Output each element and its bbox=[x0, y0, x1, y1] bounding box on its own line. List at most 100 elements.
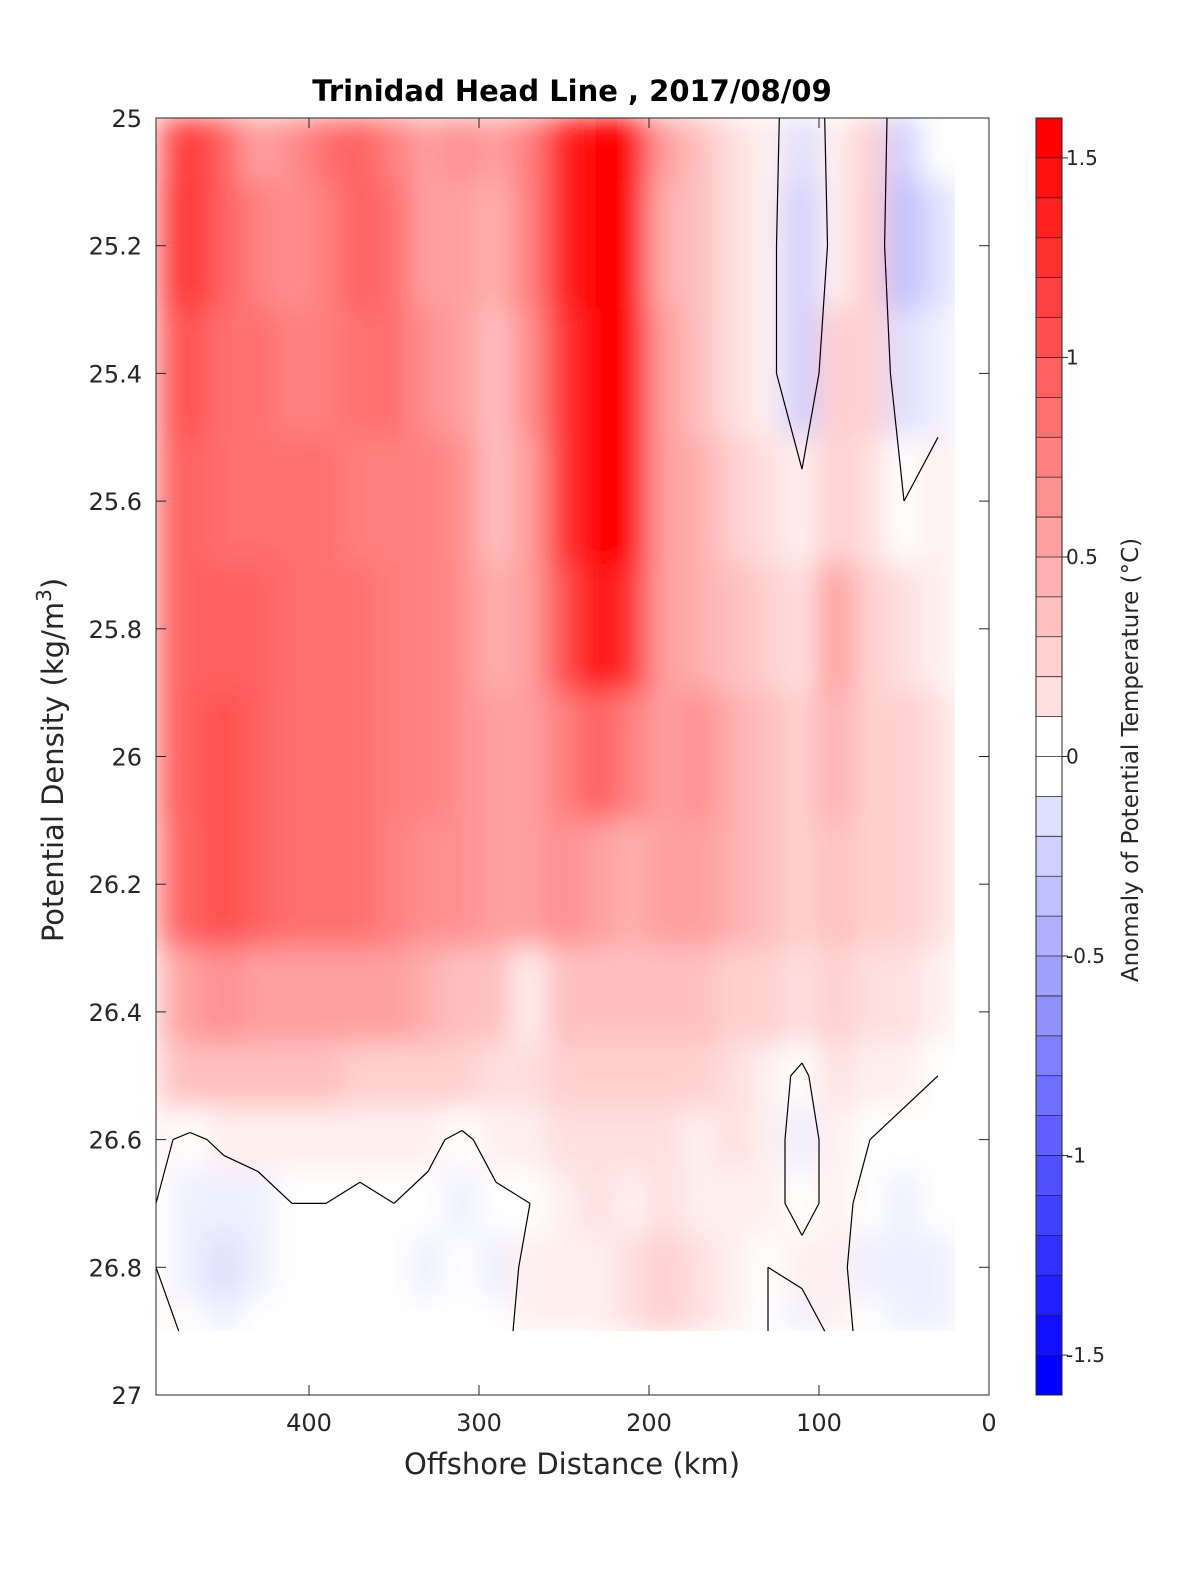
heat-cell bbox=[342, 819, 378, 950]
heat-cell bbox=[546, 819, 582, 950]
colorbar-segment bbox=[1036, 118, 1062, 159]
heat-cell bbox=[920, 308, 956, 439]
heat-cell bbox=[206, 1234, 242, 1301]
heat-cell bbox=[648, 1234, 684, 1301]
heat-cell bbox=[614, 819, 650, 950]
heat-cell bbox=[308, 563, 344, 694]
heat-cell bbox=[512, 1042, 548, 1109]
heat-cell bbox=[444, 691, 480, 822]
heat-cell bbox=[308, 819, 344, 950]
heat-cell bbox=[308, 947, 344, 1045]
heat-cell bbox=[852, 118, 888, 183]
heat-cell bbox=[410, 563, 446, 694]
heat-cell bbox=[818, 819, 854, 950]
heat-cell bbox=[818, 436, 854, 566]
heat-cell bbox=[580, 118, 616, 183]
heat-cell bbox=[818, 691, 854, 822]
colorbar-segment bbox=[1036, 1315, 1062, 1356]
heat-cell bbox=[648, 563, 684, 694]
heat-cell bbox=[546, 691, 582, 822]
heat-cell bbox=[240, 1234, 276, 1301]
colorbar-segment bbox=[1036, 676, 1062, 718]
heat-cell bbox=[784, 1042, 820, 1109]
heat-cell bbox=[342, 563, 378, 694]
heat-cell bbox=[614, 947, 650, 1045]
colorbar-tick-label: 0.5 bbox=[1066, 545, 1098, 569]
heat-cell bbox=[240, 1042, 276, 1109]
y-tick-label: 25.2 bbox=[89, 233, 142, 261]
heat-cell bbox=[614, 691, 650, 822]
no-data-region bbox=[156, 1331, 989, 1395]
heat-cell bbox=[206, 118, 242, 183]
colorbar-segment bbox=[1036, 876, 1062, 917]
y-tick-label: 26.8 bbox=[89, 1254, 142, 1282]
heat-cell bbox=[376, 1170, 412, 1237]
heat-cell bbox=[750, 947, 786, 1045]
heat-cell bbox=[648, 1298, 684, 1333]
heat-cell bbox=[376, 691, 412, 822]
heat-cell bbox=[852, 563, 888, 694]
heat-cell bbox=[750, 819, 786, 950]
heat-cell bbox=[206, 1042, 242, 1109]
colorbar-tick-label: 1 bbox=[1066, 345, 1079, 369]
heat-cell bbox=[920, 436, 956, 566]
heat-cell bbox=[206, 1106, 242, 1173]
heat-cell bbox=[240, 691, 276, 822]
heat-cell bbox=[614, 563, 650, 694]
heat-cell bbox=[172, 1106, 208, 1173]
heat-cell bbox=[886, 1106, 922, 1173]
heat-cell bbox=[376, 563, 412, 694]
heat-cell bbox=[410, 1298, 446, 1333]
heat-cell bbox=[308, 118, 344, 183]
heat-cell bbox=[274, 1234, 310, 1301]
heat-cell bbox=[410, 947, 446, 1045]
heat-cell bbox=[546, 1170, 582, 1237]
heat-cell bbox=[682, 563, 718, 694]
heat-cell bbox=[376, 819, 412, 950]
heat-cell bbox=[206, 691, 242, 822]
heat-cell bbox=[172, 1234, 208, 1301]
heat-cell bbox=[410, 180, 446, 311]
heat-cell bbox=[512, 1298, 548, 1333]
heat-cell bbox=[342, 308, 378, 439]
y-axis-label: Potential Density (kg/m3) bbox=[32, 578, 70, 942]
heat-cell bbox=[852, 180, 888, 311]
zero-contour bbox=[156, 118, 939, 1332]
x-tick-label: 200 bbox=[626, 1409, 672, 1437]
heat-cell bbox=[172, 436, 208, 566]
heat-cell bbox=[784, 436, 820, 566]
colorbar-segment bbox=[1036, 1235, 1062, 1276]
heat-cell bbox=[614, 308, 650, 439]
y-axis-label-main: Potential Density (kg/m bbox=[36, 602, 70, 942]
heat-cell bbox=[206, 1170, 242, 1237]
heat-cell bbox=[206, 1298, 242, 1333]
heat-cell bbox=[750, 118, 786, 183]
heat-cell bbox=[478, 563, 514, 694]
heat-cell bbox=[750, 1170, 786, 1237]
heat-cell bbox=[682, 691, 718, 822]
heat-cell bbox=[784, 819, 820, 950]
heat-cell bbox=[478, 1298, 514, 1333]
heat-cell bbox=[920, 180, 956, 311]
y-tick-label: 26.6 bbox=[89, 1127, 142, 1155]
heat-cell bbox=[614, 1106, 650, 1173]
heat-cell bbox=[172, 947, 208, 1045]
heat-cell bbox=[818, 308, 854, 439]
heat-cell bbox=[886, 563, 922, 694]
heat-cell bbox=[546, 1042, 582, 1109]
colorbar-tick-label: -1.5 bbox=[1066, 1343, 1105, 1367]
heat-cell bbox=[648, 180, 684, 311]
heat-cell bbox=[716, 1042, 752, 1109]
heat-cell bbox=[156, 1298, 174, 1333]
heat-cell bbox=[580, 436, 616, 566]
heat-cell bbox=[172, 1042, 208, 1109]
heat-cell bbox=[886, 118, 922, 183]
heat-cell bbox=[512, 819, 548, 950]
colorbar-segment bbox=[1036, 716, 1062, 757]
heat-cell bbox=[376, 1042, 412, 1109]
heat-cell bbox=[172, 180, 208, 311]
heat-cell bbox=[274, 1106, 310, 1173]
heat-cell bbox=[852, 819, 888, 950]
x-tick-label: 100 bbox=[796, 1409, 842, 1437]
